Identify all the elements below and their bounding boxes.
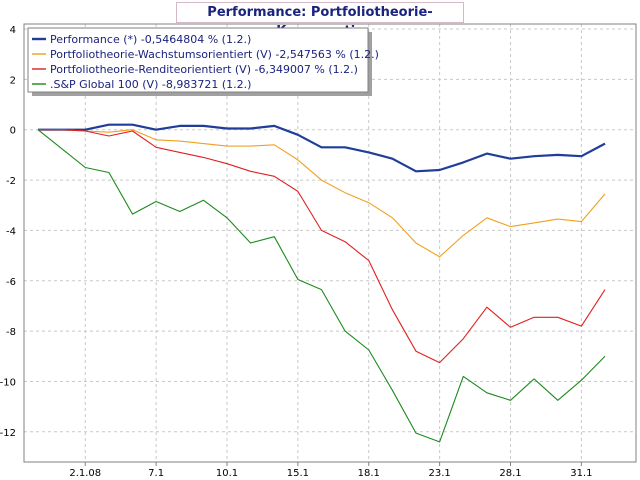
series-line-1 xyxy=(38,123,606,173)
y-tick-label: 2 xyxy=(10,75,16,86)
y-tick-label: -6 xyxy=(6,277,16,288)
x-tick-label: 18.1 xyxy=(358,468,380,479)
plot-border xyxy=(23,23,637,463)
x-tick-label: 31.1 xyxy=(570,468,592,479)
y-tick-label: -2 xyxy=(6,176,16,187)
series-line-4 xyxy=(37,129,606,443)
y-tick-label: -4 xyxy=(6,226,16,237)
series-lines xyxy=(37,123,606,443)
y-tick-label: -8 xyxy=(6,327,16,338)
x-tick-label: 10.1 xyxy=(216,468,238,479)
series-line-2 xyxy=(38,129,606,258)
x-tick-label: 7.1 xyxy=(148,468,164,479)
legend: Performance (*) -0,5464804 % (1.2.) Portf… xyxy=(27,27,379,96)
legend-box xyxy=(27,27,369,93)
grid xyxy=(24,24,636,462)
y-tick-label: 0 xyxy=(10,126,16,137)
legend-entry: Performance (*) -0,5464804 % (1.2.) xyxy=(50,33,251,46)
legend-entry: Portfoliotheorie-Wachstumsorientiert (V)… xyxy=(50,48,379,61)
y-tick-label: -10 xyxy=(0,377,16,388)
axes: 4 2 0 -2 -4 -6 -8 -10 -12 2.1.08 7.1 10.1 15.1 18.1 23… xyxy=(0,23,637,479)
legend-entry: Portfoliotheorie-Renditeorientiert (V) -… xyxy=(50,63,358,76)
x-tick-label: 2.1.08 xyxy=(69,468,101,479)
x-tick-label: 23.1 xyxy=(428,468,450,479)
legend-entry: .S&P Global 100 (V) -8,983721 (1.2.) xyxy=(50,78,251,91)
y-tick-label: 4 xyxy=(10,25,16,36)
series-line-3 xyxy=(38,129,606,364)
x-tick-label: 28.1 xyxy=(499,468,521,479)
x-tick-label: 15.1 xyxy=(287,468,309,479)
y-tick-label: -12 xyxy=(0,428,16,439)
